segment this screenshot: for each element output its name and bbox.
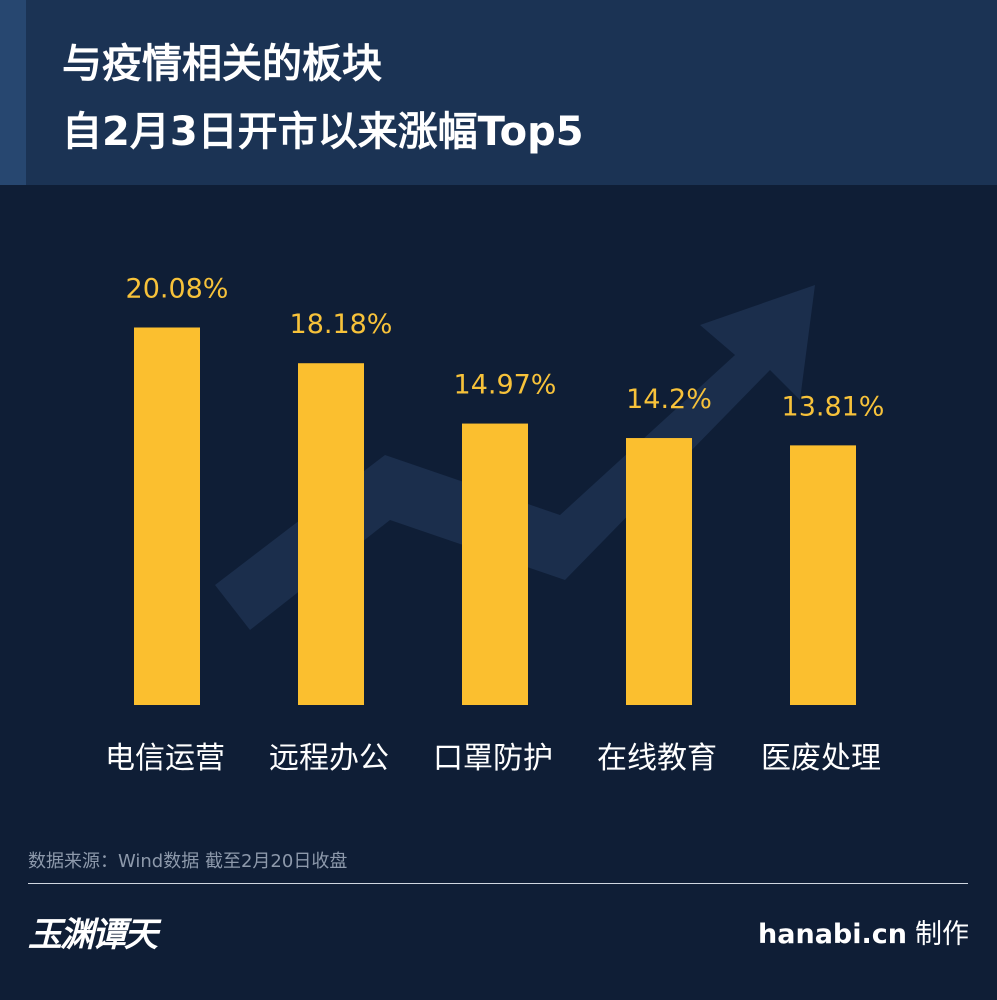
credit-line: hanabi.cn 制作: [758, 914, 969, 956]
chart-title-line-2: 自2月3日开市以来涨幅Top5: [62, 109, 584, 155]
made-by-label: 制作: [915, 919, 969, 950]
bar-5: [790, 445, 856, 705]
header-banner: 与疫情相关的板块 自2月3日开市以来涨幅Top5: [0, 0, 997, 185]
category-label: 口罩防护: [433, 741, 553, 776]
category-label: 远程办公: [269, 741, 389, 776]
bar-3: [462, 423, 528, 705]
bar-2: [298, 363, 364, 705]
chart-title-line-1: 与疫情相关的板块: [62, 41, 382, 87]
data-source-note: 数据来源：Wind数据 截至2月20日收盘: [28, 851, 348, 872]
bar-value-label: 14.2%: [626, 384, 712, 415]
bar-value-label: 14.97%: [454, 370, 557, 401]
bar-value-label: 13.81%: [782, 391, 885, 422]
brand-logo: 玉渊谭天: [28, 915, 158, 955]
category-label: 医废处理: [761, 741, 881, 776]
site-name[interactable]: hanabi.cn: [758, 919, 907, 950]
bars-layer: 20.08% 电信运营 18.18% 远程办公 14.97% 口罩防护 14.2% 在线教育 1…: [105, 273, 884, 776]
category-label: 电信运营: [105, 741, 225, 776]
bar-value-label: 18.18%: [290, 309, 393, 340]
bar-1: [134, 327, 200, 705]
bar-chart: 20.08% 电信运营 18.18% 远程办公 14.97% 口罩防护 14.2% 在线教育 1…: [105, 273, 884, 776]
header-accent-stripe: [0, 0, 26, 185]
bar-value-label: 20.08%: [126, 273, 229, 304]
category-label: 在线教育: [597, 741, 717, 776]
footer-divider: [28, 883, 968, 884]
bar-4: [626, 438, 692, 705]
